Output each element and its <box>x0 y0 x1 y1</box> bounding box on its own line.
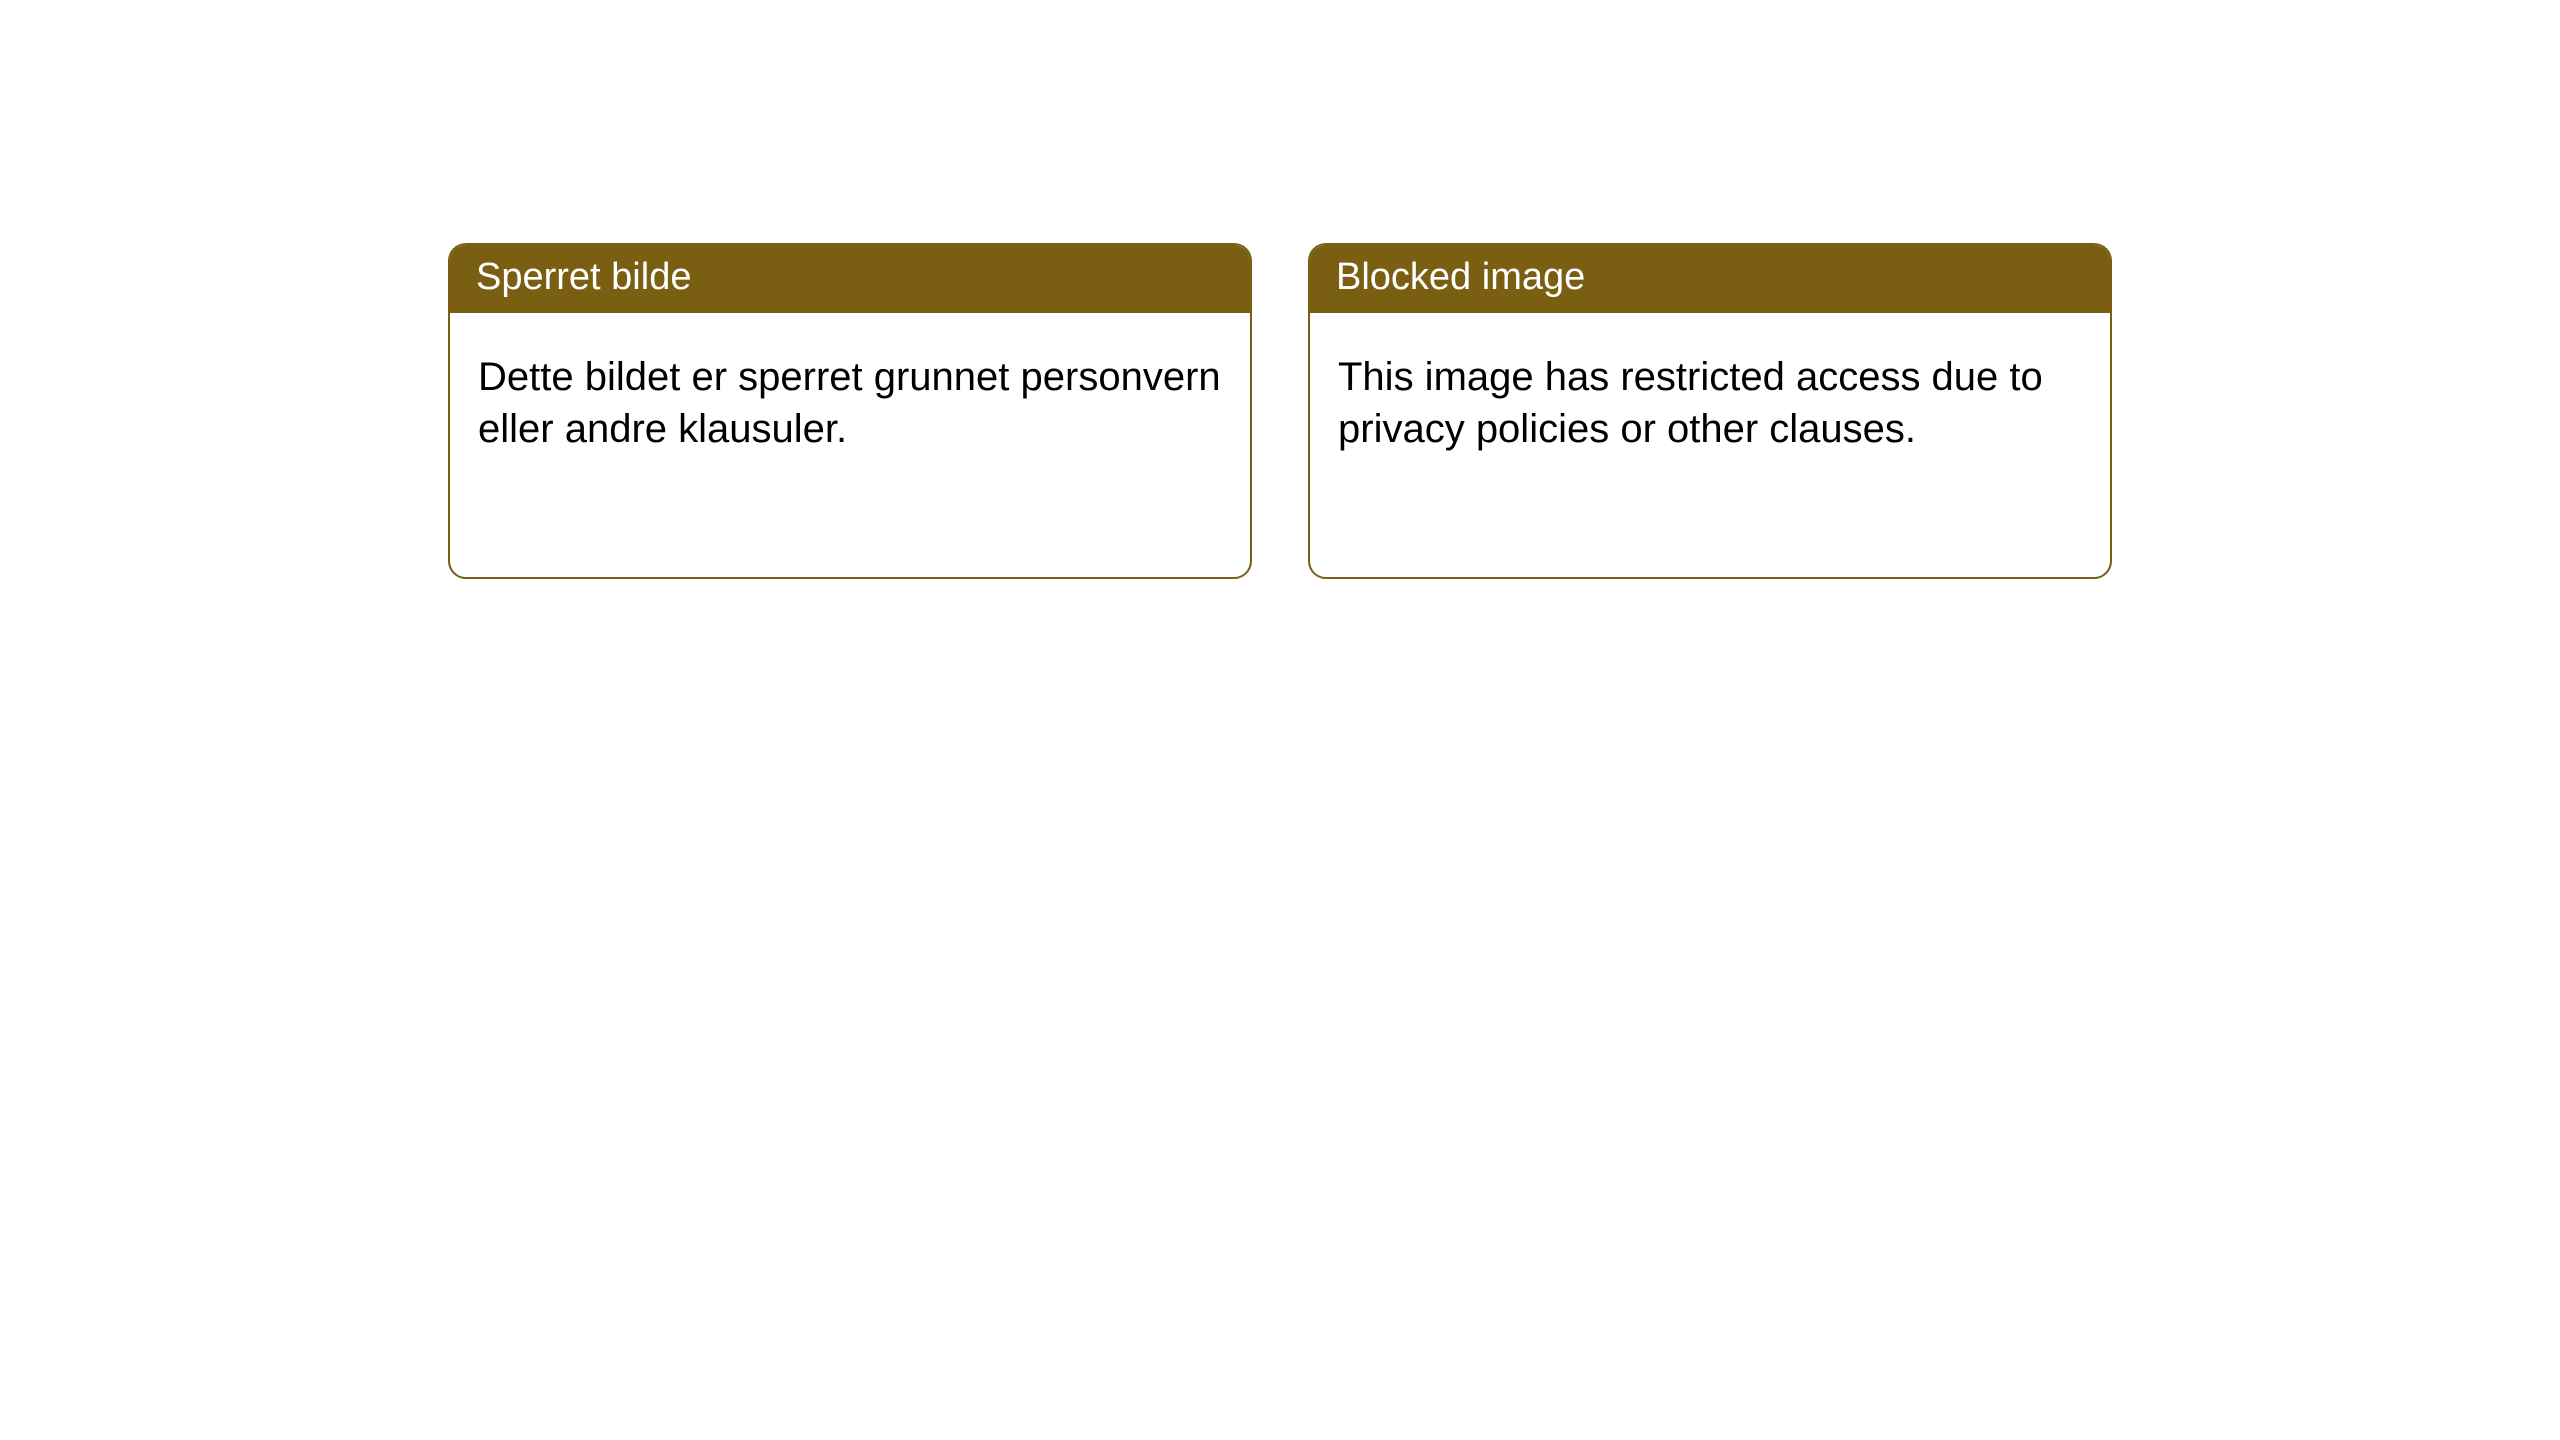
card-header: Blocked image <box>1310 245 2110 313</box>
notice-card-english: Blocked image This image has restricted … <box>1308 243 2112 579</box>
notice-card-norwegian: Sperret bilde Dette bildet er sperret gr… <box>448 243 1252 579</box>
card-body: This image has restricted access due to … <box>1310 313 2110 483</box>
card-header: Sperret bilde <box>450 245 1250 313</box>
card-body: Dette bildet er sperret grunnet personve… <box>450 313 1250 483</box>
notice-cards-row: Sperret bilde Dette bildet er sperret gr… <box>0 0 2560 579</box>
